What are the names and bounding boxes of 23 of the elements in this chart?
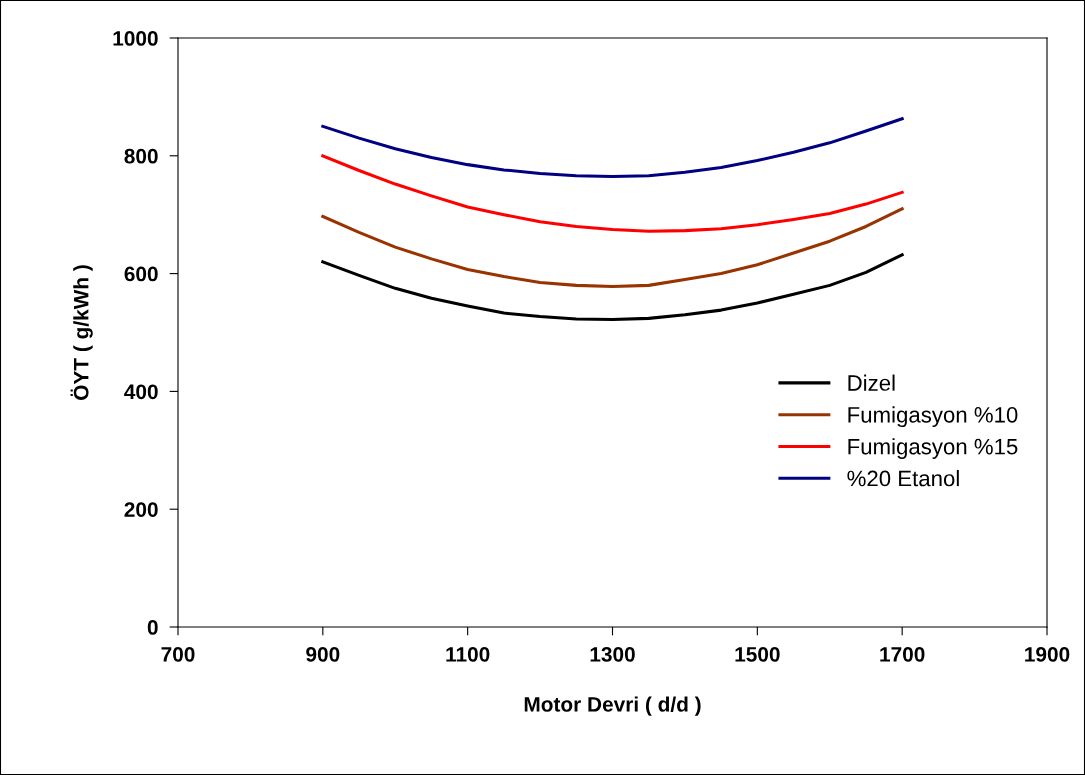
y-tick-label: 0	[147, 620, 158, 635]
line-series	[321, 207, 904, 289]
y-tick-label: 400	[124, 384, 158, 400]
y-tick-label: 200	[124, 502, 158, 517]
y-tick-label: 600	[124, 266, 158, 282]
x-tick-label: 1100	[446, 646, 490, 662]
legend-label: %20 Etanol	[847, 470, 959, 487]
x-tick-label: 900	[306, 646, 340, 662]
y-tick-label: 1000	[113, 31, 158, 46]
x-tick-label: 1700	[880, 646, 925, 662]
legend-label: Fumigasyon %15	[848, 438, 1018, 459]
x-tick-label: 700	[161, 646, 195, 662]
x-tick-label: 1900	[1025, 646, 1070, 662]
y-axis-title: ÖYT ( g/kWh )	[70, 265, 93, 400]
line-series	[321, 154, 904, 233]
x-tick-label: 1300	[590, 646, 635, 662]
x-tick-label: 1500	[735, 646, 780, 662]
x-axis-title: Motor Devri ( d/d )	[524, 696, 701, 716]
line-series	[321, 253, 904, 322]
legend-label: Dizel	[848, 374, 895, 391]
legend-label: Fumigasyon %10	[848, 406, 1018, 428]
line-series	[321, 117, 904, 178]
y-tick-label: 800	[124, 148, 158, 164]
